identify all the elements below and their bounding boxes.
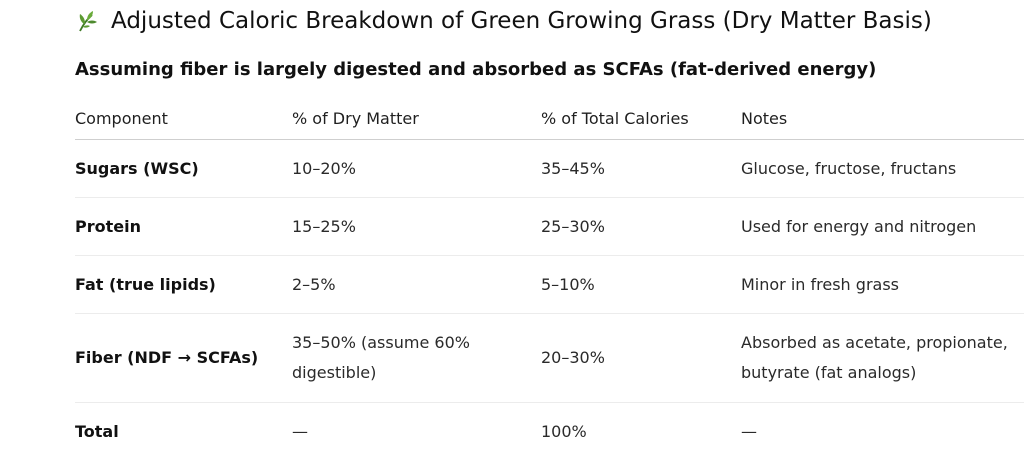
- table-row: Fiber (NDF → SCFAs) 35–50% (assume 60% d…: [75, 313, 1024, 403]
- notes-cell: Used for energy and nitrogen: [741, 197, 1024, 256]
- table-row-total: Total — 100% —: [75, 403, 1024, 461]
- notes-cell: Minor in fresh grass: [741, 255, 1024, 314]
- component-cell: Sugars (WSC): [75, 139, 292, 198]
- page-subtitle: Assuming fiber is largely digested and a…: [75, 59, 877, 80]
- calories-cell: 25–30%: [541, 197, 741, 256]
- calories-cell: 100%: [541, 421, 587, 441]
- column-header-dry-matter: % of Dry Matter: [292, 98, 541, 140]
- dry-matter-cell: —: [292, 421, 308, 441]
- caloric-breakdown-table: Component % of Dry Matter % of Total Cal…: [75, 98, 1024, 460]
- notes-cell: Glucose, fructose, fructans: [741, 139, 1024, 198]
- dry-matter-cell: 35–50% (assume 60% digestible): [292, 313, 541, 403]
- component-cell: Fiber (NDF → SCFAs): [75, 313, 292, 403]
- dry-matter-cell: 2–5%: [292, 255, 541, 314]
- column-header-notes: Notes: [741, 98, 1024, 140]
- herb-leaf-icon: [79, 11, 97, 32]
- table-header-row: Component % of Dry Matter % of Total Cal…: [75, 98, 1024, 140]
- calories-cell: 20–30%: [541, 313, 741, 403]
- dry-matter-cell: 15–25%: [292, 197, 541, 256]
- column-header-component: Component: [75, 98, 292, 140]
- calories-cell: 35–45%: [541, 139, 741, 198]
- component-cell: Total: [75, 421, 119, 441]
- table-row: Protein 15–25% 25–30% Used for energy an…: [75, 197, 1024, 256]
- component-cell: Protein: [75, 197, 292, 256]
- notes-cell: Absorbed as acetate, propionate, butyrat…: [741, 313, 1024, 403]
- notes-cell: —: [741, 421, 757, 441]
- title-text: Adjusted Caloric Breakdown of Green Grow…: [111, 8, 932, 34]
- table-row: Fat (true lipids) 2–5% 5–10% Minor in fr…: [75, 255, 1024, 314]
- page-title: Adjusted Caloric Breakdown of Green Grow…: [75, 4, 932, 38]
- dry-matter-cell: 10–20%: [292, 139, 541, 198]
- calories-cell: 5–10%: [541, 255, 741, 314]
- column-header-calories: % of Total Calories: [541, 98, 741, 140]
- component-cell: Fat (true lipids): [75, 255, 292, 314]
- table-row: Sugars (WSC) 10–20% 35–45% Glucose, fruc…: [75, 139, 1024, 198]
